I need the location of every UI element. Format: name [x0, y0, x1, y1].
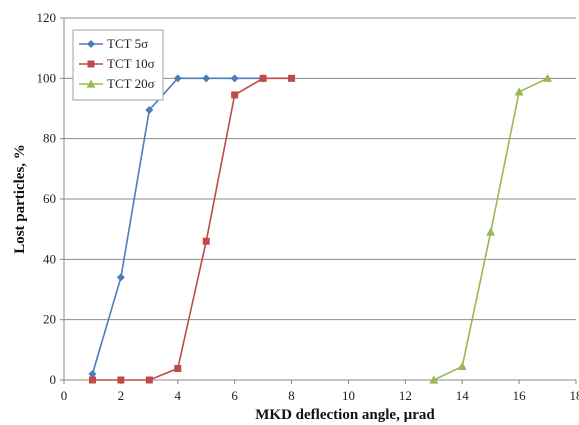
- series-2-point: [202, 237, 210, 245]
- legend-swatch-marker: [86, 79, 96, 88]
- legend-label: TCT 5σ: [107, 36, 148, 51]
- series-2-point: [231, 91, 239, 99]
- x-tick-label: 14: [456, 388, 470, 403]
- x-tick-label: 10: [342, 388, 355, 403]
- series-2-point: [288, 74, 296, 82]
- x-tick-label: 0: [61, 388, 68, 403]
- series-2-line: [92, 77, 292, 381]
- y-tick-label: 40: [43, 251, 56, 266]
- x-axis-title: MKD deflection angle, µrad: [255, 407, 435, 423]
- y-tick-label: 0: [50, 372, 57, 387]
- series-1-point: [202, 74, 211, 83]
- x-tick-label: 12: [399, 388, 412, 403]
- legend: TCT 5σ TCT 10σ TCT 20σ: [72, 29, 164, 101]
- y-tick-label: 60: [43, 191, 56, 206]
- series-1-point: [173, 74, 182, 83]
- series-2-point: [145, 376, 153, 384]
- x-tick-label: 18: [570, 388, 579, 403]
- series-1-point: [88, 369, 97, 378]
- legend-label: TCT 20σ: [107, 76, 155, 91]
- legend-swatch-marker: [87, 40, 95, 48]
- series-1-line: [91, 77, 264, 375]
- legend-swatch-marker: [87, 60, 95, 68]
- series-3-point: [486, 227, 496, 236]
- series-3-point: [543, 73, 553, 82]
- series-3-point: [457, 361, 467, 371]
- series-2-point: [174, 365, 182, 373]
- series-1-point: [145, 106, 154, 115]
- x-tick-label: 2: [118, 388, 125, 403]
- y-tick-label: 80: [43, 131, 56, 146]
- x-tick-label: 16: [513, 388, 527, 403]
- series-3-point: [514, 87, 524, 96]
- series-markers: [88, 73, 553, 384]
- x-tick-label: 6: [231, 388, 238, 403]
- x-tick-label: 8: [288, 388, 295, 403]
- series-1-point: [116, 273, 125, 282]
- x-tick-label: 4: [175, 388, 182, 403]
- y-tick-label: 100: [37, 70, 57, 85]
- series-2-point: [88, 376, 96, 384]
- ticks: 0 20 40 60 80 100 120 0 2 4 6 8 10 12 14 16 18: [37, 10, 579, 403]
- series-1-point: [230, 74, 239, 83]
- series-2-point: [259, 74, 267, 82]
- series-3-point: [429, 375, 439, 384]
- series-2-point: [117, 376, 125, 384]
- series-lines: [91, 77, 548, 381]
- legend-label: TCT 10σ: [107, 56, 155, 71]
- y-axis-title: Lost particles, %: [12, 144, 28, 254]
- y-tick-label: 120: [37, 10, 57, 25]
- y-tick-label: 20: [43, 312, 56, 327]
